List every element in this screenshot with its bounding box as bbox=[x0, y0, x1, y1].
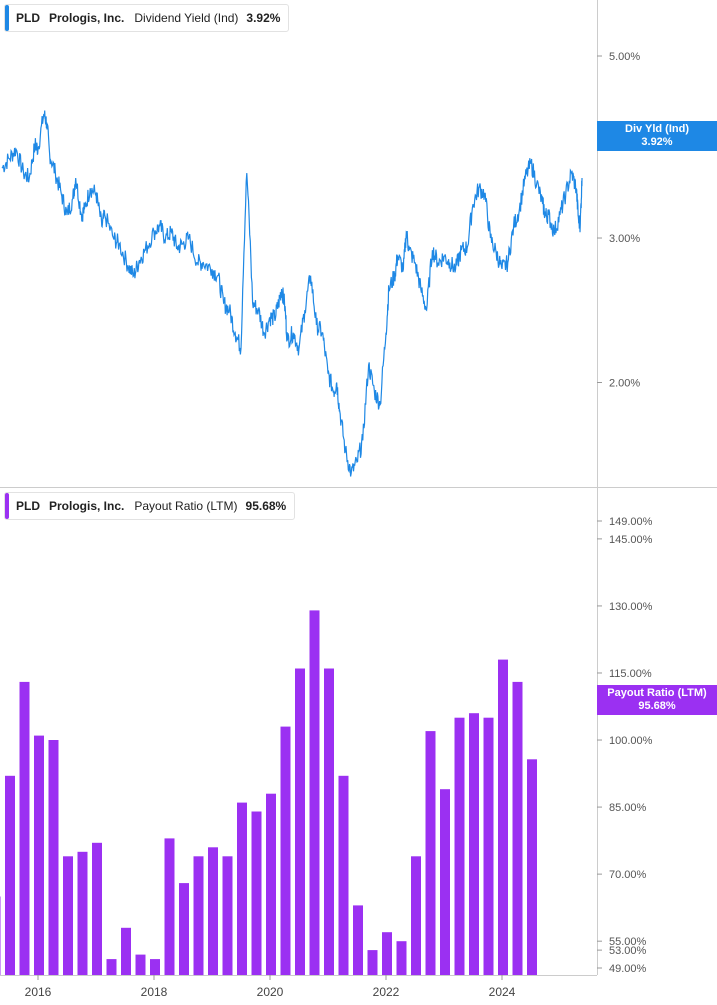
payout-bar bbox=[19, 681, 30, 975]
payout-bar bbox=[295, 668, 305, 975]
payout-flag-title: Payout Ratio (LTM) bbox=[607, 687, 707, 699]
chart-frame bbox=[0, 0, 717, 976]
payout-tick-label: 49.00% bbox=[609, 963, 647, 975]
metric-value: 95.68% bbox=[245, 499, 287, 513]
payout-bar bbox=[353, 905, 363, 975]
payout-ratio-panel bbox=[0, 610, 537, 976]
payout-bar bbox=[498, 659, 508, 975]
axis-ticks: 5.00% 3.00% 2.00% 149.00% 145.00% 130.00% 115.… bbox=[25, 51, 653, 999]
payout-bar bbox=[237, 802, 247, 975]
yield-legend-swatch bbox=[5, 5, 9, 31]
payout-bar bbox=[382, 932, 392, 975]
yield-tick-label: 2.00% bbox=[609, 377, 640, 389]
yield-flag-title: Div Yld (Ind) bbox=[625, 123, 689, 135]
payout-tick-label: 55.00% bbox=[609, 936, 647, 948]
year-tick-label: 2018 bbox=[141, 985, 168, 999]
company-label: Prologis, Inc. bbox=[49, 499, 125, 513]
payout-bar bbox=[367, 950, 378, 975]
payout-bar bbox=[309, 610, 320, 975]
payout-bar bbox=[135, 954, 146, 975]
payout-tick-label: 130.00% bbox=[609, 601, 653, 613]
payout-tick-label: 70.00% bbox=[609, 869, 647, 881]
payout-bar bbox=[77, 851, 88, 975]
metric-label: Payout Ratio (LTM) bbox=[134, 499, 238, 513]
payout-bar bbox=[92, 842, 102, 975]
payout-bar bbox=[266, 793, 276, 975]
payout-bar bbox=[193, 856, 204, 976]
metric-label: Dividend Yield (Ind) bbox=[134, 11, 239, 25]
payout-bar bbox=[469, 713, 479, 975]
metric-value: 3.92% bbox=[246, 11, 281, 25]
ticker-label: PLD bbox=[16, 499, 40, 513]
payout-bar bbox=[0, 896, 1, 975]
payout-bar bbox=[411, 856, 421, 976]
payout-bar bbox=[179, 883, 189, 975]
year-tick-label: 2016 bbox=[25, 985, 52, 999]
payout-bar bbox=[222, 856, 233, 976]
payout-value-flag: Payout Ratio (LTM) 95.68% bbox=[597, 685, 717, 715]
yield-value-flag: Div Yld (Ind) 3.92% bbox=[597, 121, 717, 151]
yield-series-line bbox=[1, 110, 583, 477]
payout-bar bbox=[5, 775, 15, 975]
top-legend: PLD Prologis, Inc. Dividend Yield (Ind) … bbox=[4, 4, 290, 32]
payout-tick-label: 85.00% bbox=[609, 802, 647, 814]
payout-bar bbox=[251, 811, 262, 975]
payout-bar bbox=[164, 838, 175, 975]
yield-flag-value: 3.92% bbox=[641, 136, 673, 148]
payout-bar bbox=[280, 726, 291, 975]
payout-bar bbox=[63, 856, 73, 976]
payout-bar bbox=[338, 775, 349, 975]
payout-tick-label: 53.00% bbox=[609, 945, 647, 957]
payout-bar bbox=[208, 847, 218, 975]
payout-bar bbox=[48, 740, 59, 975]
yield-tick-label: 5.00% bbox=[609, 51, 640, 63]
yield-tick-label: 3.00% bbox=[609, 233, 640, 245]
payout-bar bbox=[121, 927, 131, 975]
company-label: Prologis, Inc. bbox=[49, 11, 125, 25]
payout-tick-label: 145.00% bbox=[609, 534, 653, 546]
payout-bar bbox=[150, 959, 160, 975]
payout-flag-value: 95.68% bbox=[638, 700, 676, 712]
payout-bar bbox=[425, 731, 436, 975]
payout-tick-label: 149.00% bbox=[609, 516, 653, 528]
bottom-legend: PLD Prologis, Inc. Payout Ratio (LTM) 95… bbox=[4, 492, 296, 520]
payout-bar bbox=[483, 717, 494, 975]
year-tick-label: 2024 bbox=[489, 985, 516, 999]
payout-bar bbox=[512, 681, 523, 975]
payout-bar bbox=[527, 759, 537, 975]
year-tick-label: 2020 bbox=[257, 985, 284, 999]
payout-legend-swatch bbox=[5, 493, 9, 519]
payout-bar bbox=[454, 717, 465, 975]
dividend-yield-panel bbox=[1, 110, 583, 477]
payout-bar bbox=[440, 789, 450, 975]
payout-tick-label: 100.00% bbox=[609, 735, 653, 747]
year-tick-label: 2022 bbox=[373, 985, 400, 999]
payout-tick-label: 115.00% bbox=[609, 668, 652, 680]
ticker-label: PLD bbox=[16, 11, 40, 25]
payout-bar bbox=[396, 941, 407, 975]
payout-bar bbox=[324, 668, 334, 975]
payout-bar bbox=[34, 735, 44, 975]
payout-bar bbox=[106, 959, 117, 975]
